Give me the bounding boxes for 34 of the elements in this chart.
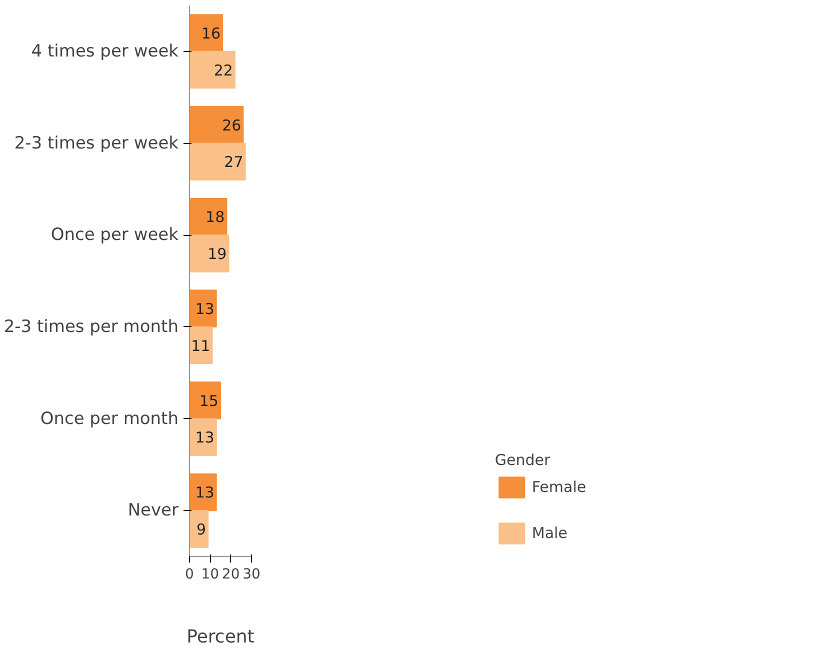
x-tick-label: 30 [242, 566, 260, 582]
legend-label: Female [532, 478, 586, 496]
x-tick-label: 0 [185, 566, 194, 582]
legend-title: Gender [494, 451, 552, 469]
data-label: 26 [222, 116, 242, 134]
legend-label: Male [532, 524, 568, 542]
bar [190, 106, 244, 144]
bar [190, 418, 217, 456]
y-tick-label: 2-3 times per month [4, 316, 179, 337]
data-label: 9 [196, 520, 206, 538]
bar [190, 50, 236, 89]
data-label: 13 [195, 428, 214, 447]
data-label: 19 [208, 244, 227, 263]
data-label: 22 [214, 61, 233, 80]
x-tick-label: 20 [222, 566, 240, 582]
y-tick-label: Never [128, 500, 179, 521]
data-label: 13 [195, 484, 214, 502]
bar [190, 382, 221, 420]
data-label: 11 [191, 336, 210, 355]
y-tick-label: Once per week [50, 225, 179, 246]
bar [190, 290, 217, 328]
bar [190, 234, 230, 272]
bar [190, 142, 246, 180]
data-label: 27 [224, 153, 244, 172]
y-tick-label: 4 times per week [31, 41, 179, 62]
bar [190, 510, 209, 548]
y-tick-label: Once per month [40, 408, 179, 429]
x-tick-label: 10 [201, 566, 220, 582]
data-label: 13 [195, 300, 214, 318]
x-axis-title: Percent [186, 626, 254, 648]
data-label: 18 [206, 208, 225, 226]
y-tick-label: 2-3 times per week [14, 133, 179, 154]
data-label: 16 [201, 24, 221, 43]
data-label: 15 [199, 392, 218, 410]
